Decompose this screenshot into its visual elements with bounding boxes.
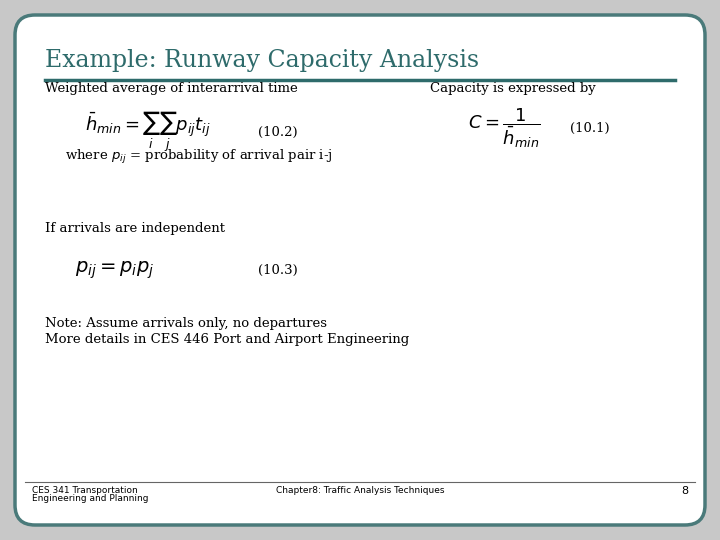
Text: $\bar{h}_{min} = \sum_{i} \sum_{j} p_{ij} t_{ij}$: $\bar{h}_{min} = \sum_{i} \sum_{j} p_{ij… bbox=[85, 110, 211, 154]
Text: $p_{ij} = p_i p_j$: $p_{ij} = p_i p_j$ bbox=[75, 259, 154, 281]
Text: where $p_{ij}$ = probability of arrival pair i-j: where $p_{ij}$ = probability of arrival … bbox=[65, 148, 333, 166]
Text: Capacity is expressed by: Capacity is expressed by bbox=[430, 82, 595, 95]
Text: Note: Assume arrivals only, no departures: Note: Assume arrivals only, no departure… bbox=[45, 317, 327, 330]
Text: (10.1): (10.1) bbox=[570, 122, 610, 134]
Text: Example: Runway Capacity Analysis: Example: Runway Capacity Analysis bbox=[45, 49, 479, 72]
Text: CES 341 Transportation: CES 341 Transportation bbox=[32, 486, 138, 495]
Text: (10.2): (10.2) bbox=[258, 125, 297, 138]
Text: Chapter8: Traffic Analysis Techniques: Chapter8: Traffic Analysis Techniques bbox=[276, 486, 444, 495]
Text: (10.3): (10.3) bbox=[258, 264, 298, 276]
Text: Weighted average of interarrival time: Weighted average of interarrival time bbox=[45, 82, 298, 95]
Text: 8: 8 bbox=[681, 486, 688, 496]
FancyBboxPatch shape bbox=[15, 15, 705, 525]
Text: If arrivals are independent: If arrivals are independent bbox=[45, 222, 225, 235]
Text: $C = \dfrac{1}{\bar{h}_{min}}$: $C = \dfrac{1}{\bar{h}_{min}}$ bbox=[468, 106, 541, 150]
Text: More details in CES 446 Port and Airport Engineering: More details in CES 446 Port and Airport… bbox=[45, 333, 409, 346]
Text: Engineering and Planning: Engineering and Planning bbox=[32, 494, 148, 503]
